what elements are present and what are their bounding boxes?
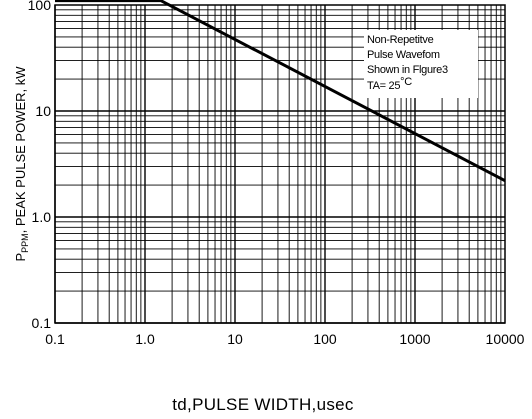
- tick-labels: 0.1 1.0 10 100 1000 10000 0.1 1.0 10 100: [28, 0, 525, 347]
- y-tick-label: 100: [28, 0, 52, 13]
- x-tick-label: 1.0: [135, 331, 155, 347]
- annotation-temp-prefix: TA= 25: [367, 80, 400, 92]
- series-line: [55, 0, 506, 183]
- annotation-line-2: Pulse Wavefom: [367, 49, 440, 61]
- x-axis-label: td,PULSE WIDTH,usec: [172, 395, 354, 414]
- x-tick-label: 1000: [399, 331, 430, 347]
- grid: [54, 5, 505, 324]
- y-axis-label-symbol: P: [13, 253, 28, 262]
- y-axis-label-subscript: PPM: [20, 233, 30, 253]
- annotation-line-1: Non-Repetitve: [367, 34, 434, 46]
- plot-frame: [54, 4, 506, 324]
- x-tick-label: 0.1: [45, 331, 65, 347]
- y-tick-label: 1.0: [32, 209, 52, 225]
- annotation-line-3: Shown in Flgure3: [367, 64, 448, 76]
- annotation-temperature: TA= 25°C: [367, 76, 412, 92]
- y-tick-label: 10: [35, 103, 51, 119]
- x-tick-label: 100: [313, 331, 337, 347]
- annotation-box: [364, 30, 478, 98]
- y-tick-label: 0.1: [32, 315, 52, 331]
- y-axis-label: PPPM, PEAK PULSE POWER, kW: [13, 66, 30, 262]
- y-axis-label-text: , PEAK PULSE POWER, kW: [13, 66, 28, 234]
- annotation-temp-unit: °C: [400, 76, 412, 88]
- x-tick-label: 10000: [486, 331, 525, 347]
- x-tick-label: 10: [227, 331, 243, 347]
